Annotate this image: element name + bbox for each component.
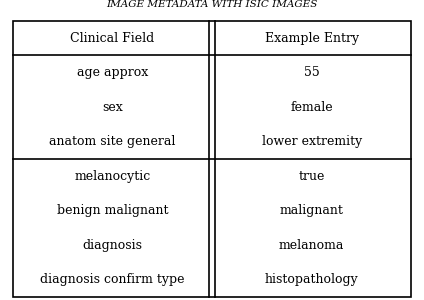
Text: 55: 55: [304, 66, 320, 79]
Text: benign malignant: benign malignant: [57, 204, 168, 217]
Text: melanocytic: melanocytic: [74, 170, 151, 183]
Text: diagnosis: diagnosis: [82, 239, 142, 252]
Text: diagnosis confirm type: diagnosis confirm type: [40, 273, 184, 286]
Text: female: female: [290, 101, 333, 114]
Text: histopathology: histopathology: [265, 273, 359, 286]
Text: malignant: malignant: [280, 204, 343, 217]
Text: true: true: [298, 170, 325, 183]
Text: Clinical Field: Clinical Field: [70, 32, 154, 45]
Text: anatom site general: anatom site general: [49, 135, 176, 148]
Text: melanoma: melanoma: [279, 239, 344, 252]
Text: lower extremity: lower extremity: [262, 135, 362, 148]
Text: IMAGE METADATA WITH ISIC IMAGES: IMAGE METADATA WITH ISIC IMAGES: [106, 0, 318, 9]
Text: age approx: age approx: [77, 66, 148, 79]
Text: Example Entry: Example Entry: [265, 32, 359, 45]
Text: sex: sex: [102, 101, 123, 114]
